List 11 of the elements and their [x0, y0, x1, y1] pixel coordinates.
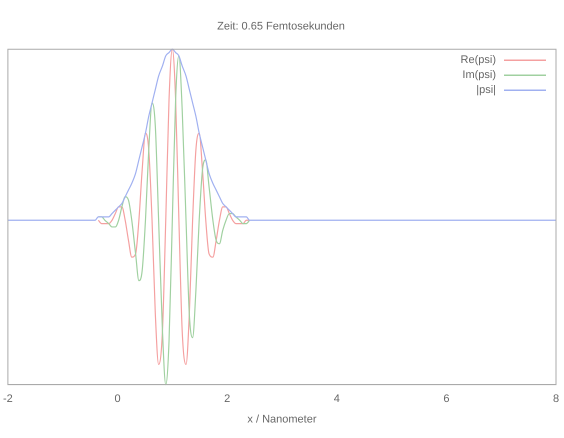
x-tick-label: 8 — [552, 393, 560, 406]
x-tick-label: 4 — [334, 393, 340, 406]
x-tick-label: -2 — [3, 393, 13, 406]
x-tick-label: 2 — [224, 393, 230, 406]
legend-label: Im(psi) — [462, 69, 496, 82]
x-axis-title: x / Nanometer — [247, 413, 317, 426]
x-tick-label: 6 — [443, 393, 450, 406]
legend-label: |psi| — [476, 84, 496, 96]
x-tick-label: 0 — [114, 393, 121, 406]
legend-label: Re(psi) — [460, 54, 496, 66]
chart-title: Zeit: 0.65 Femtosekunden — [217, 20, 345, 33]
